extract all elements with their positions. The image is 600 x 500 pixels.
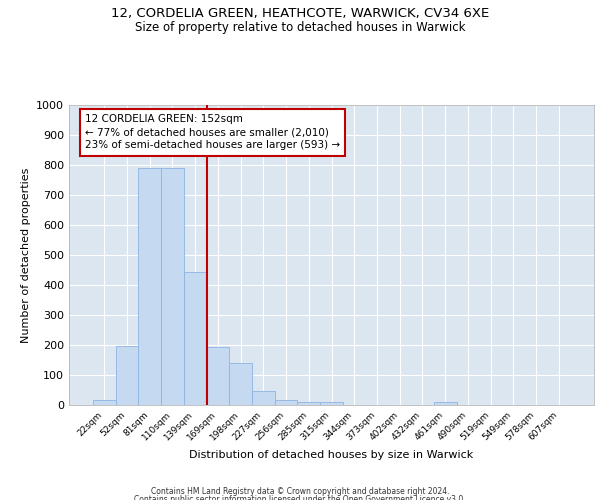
Bar <box>206 346 229 405</box>
Text: Contains HM Land Registry data © Crown copyright and database right 2024.: Contains HM Land Registry data © Crown c… <box>151 488 449 496</box>
Bar <box>434 402 457 405</box>
Bar <box>252 390 275 405</box>
Bar <box>298 402 320 405</box>
Bar <box>161 168 184 405</box>
Bar <box>93 400 116 405</box>
X-axis label: Distribution of detached houses by size in Warwick: Distribution of detached houses by size … <box>190 450 473 460</box>
Bar <box>184 272 206 405</box>
Text: Size of property relative to detached houses in Warwick: Size of property relative to detached ho… <box>135 21 465 34</box>
Bar <box>139 168 161 405</box>
Y-axis label: Number of detached properties: Number of detached properties <box>20 168 31 342</box>
Bar <box>116 346 139 405</box>
Bar <box>275 400 298 405</box>
Text: 12 CORDELIA GREEN: 152sqm
← 77% of detached houses are smaller (2,010)
23% of se: 12 CORDELIA GREEN: 152sqm ← 77% of detac… <box>85 114 340 150</box>
Bar <box>320 402 343 405</box>
Bar <box>229 363 252 405</box>
Text: 12, CORDELIA GREEN, HEATHCOTE, WARWICK, CV34 6XE: 12, CORDELIA GREEN, HEATHCOTE, WARWICK, … <box>111 8 489 20</box>
Text: Contains public sector information licensed under the Open Government Licence v3: Contains public sector information licen… <box>134 495 466 500</box>
